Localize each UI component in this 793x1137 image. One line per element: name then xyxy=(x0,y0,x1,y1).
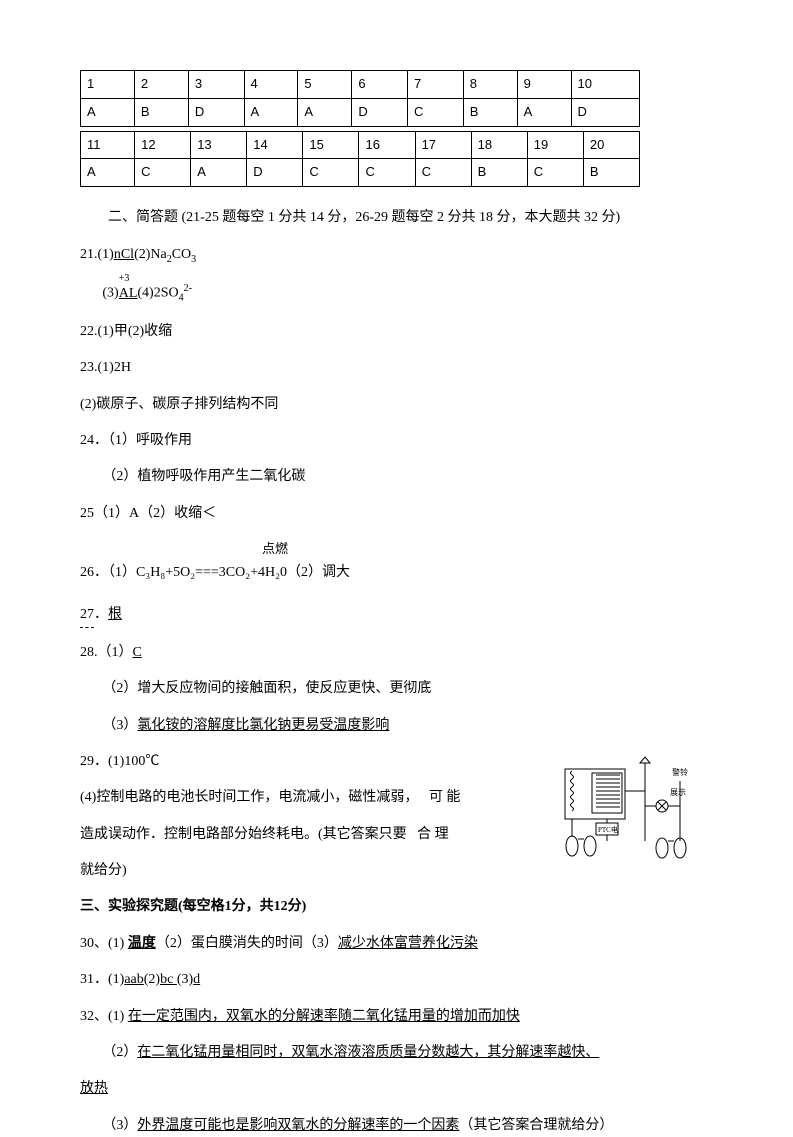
section-2-title: 二、简答题 (21-25 题每空 1 分共 14 分，26-29 题每空 2 分… xyxy=(80,207,713,229)
q26: 26．（1）C₃H₈+5O₂===3CO₂+4H₂0（2）调大 xyxy=(80,562,713,584)
q32-3: （3）外界温度可能也是影响双氧水的分解速率的一个因素（其它答案合理就给分） xyxy=(80,1115,713,1137)
q21-line1: 21.(1)nCl(2)Na2CO3 xyxy=(80,244,713,268)
q28-1: 28.（1）C xyxy=(80,642,713,664)
svg-text:警铃: 警铃 xyxy=(672,767,688,777)
q25: 25（1）A（2）收缩＜ xyxy=(80,503,713,525)
table-row: ACADCCCBCB xyxy=(81,159,640,187)
q30: 30、(1) 温度（2）蛋白膜消失的时间（3）减少水体富营养化污染 xyxy=(80,933,713,955)
q29-4c: 就给分) xyxy=(80,860,713,882)
q28-3: （3）氯化铵的溶解度比氯化钠更易受温度影响 xyxy=(80,715,713,737)
q31: 31．(1)aab(2)bc (3)d xyxy=(80,969,713,991)
table-row: ABDAADCBAD xyxy=(81,98,640,126)
q27: 27．根 xyxy=(80,604,713,627)
table-row: 11121314151617181920 xyxy=(81,131,640,159)
svg-text:展示: 展示 xyxy=(670,788,686,797)
answer-table-1: 12345678910 ABDAADCBAD xyxy=(80,70,640,127)
section-3-title: 三、实验探究题(每空格1分，共12分) xyxy=(80,896,713,918)
q32-1: 32、(1) 在一定范围内，双氧水的分解速率随二氧化锰用量的增加而加快 xyxy=(80,1006,713,1028)
answer-table-2: 11121314151617181920 ACADCCCBCB xyxy=(80,131,640,188)
q32-2a: （2）在二氧化锰用量相同时，双氧水溶液溶质质量分数越大，其分解速率越快、 xyxy=(80,1042,713,1064)
q28-2: （2）增大反应物间的接触面积，使反应更快、更彻底 xyxy=(80,678,713,700)
q23-1: 23.(1)2H xyxy=(80,357,713,379)
svg-text:PTC电: PTC电 xyxy=(598,825,618,834)
q21-line2: (3)+3AL(4)2SO42- xyxy=(80,281,713,306)
q22: 22.(1)甲(2)收缩 xyxy=(80,321,713,343)
table-row: 12345678910 xyxy=(81,71,640,99)
circuit-diagram: PTC电 警铃 展示 xyxy=(550,751,705,861)
q24-1: 24．（1）呼吸作用 xyxy=(80,430,713,452)
q32-2b: 放热 xyxy=(80,1078,713,1100)
dianran-label: 点燃 xyxy=(80,539,713,560)
q23-2: (2)碳原子、碳原子排列结构不同 xyxy=(80,394,713,416)
q24-2: （2）植物呼吸作用产生二氧化碳 xyxy=(80,466,713,488)
